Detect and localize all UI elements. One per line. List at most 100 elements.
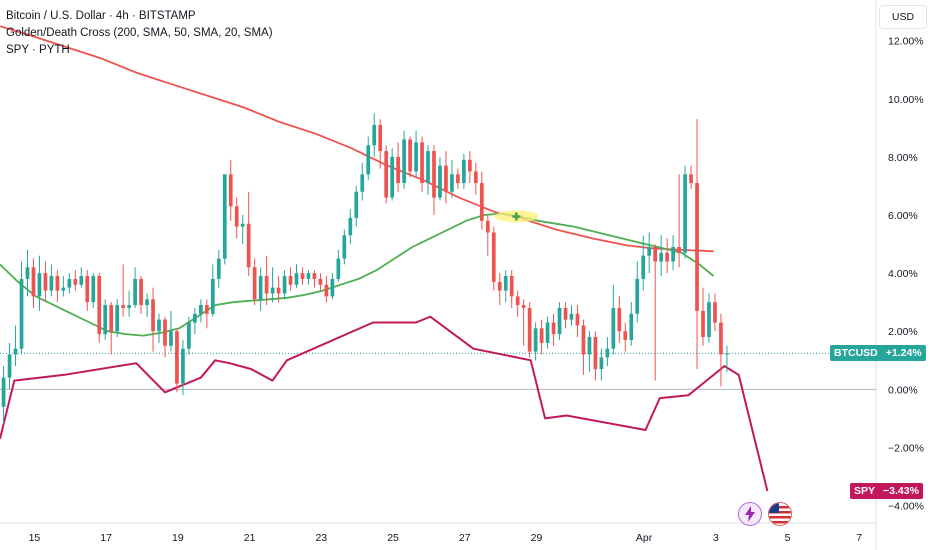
candle-body: [707, 302, 711, 338]
candle-body: [569, 313, 574, 320]
candle-body: [300, 273, 305, 279]
chart-legend: Bitcoin / U.S. Dollar · 4h · BITSTAMP Go…: [6, 8, 273, 59]
candle-body: [623, 331, 628, 340]
x-tick-label: 21: [244, 532, 256, 544]
y-tick-label: −4.00%: [888, 501, 924, 513]
candle-body: [157, 319, 161, 332]
candle-body: [629, 313, 634, 340]
candle-body: [169, 331, 173, 346]
candle-body: [372, 124, 377, 146]
candle-body: [659, 252, 664, 262]
candle-body: [432, 151, 436, 198]
candle-body: [635, 278, 640, 314]
candle-body: [701, 310, 705, 338]
candle-body: [533, 328, 538, 352]
candle-body: [384, 151, 389, 198]
x-tick-label: 15: [29, 532, 41, 544]
candle-body: [450, 174, 454, 192]
candle-body: [67, 278, 72, 288]
candle-body: [587, 337, 592, 355]
candle-body: [216, 258, 221, 279]
currency-selector[interactable]: USD: [879, 5, 927, 29]
x-tick-label: Apr: [636, 532, 653, 544]
spy-tag-symbol: SPY: [854, 485, 876, 498]
candle-body: [55, 276, 60, 291]
candle-body: [485, 220, 490, 233]
candle-body: [396, 156, 400, 184]
indicator-title[interactable]: Golden/Death Cross (200, SMA, 50, SMA, 2…: [6, 27, 273, 39]
candle-body: [246, 223, 251, 268]
candle-body: [515, 296, 520, 306]
candle-body: [641, 255, 646, 279]
candle-body: [85, 276, 90, 303]
candle-body: [390, 156, 395, 198]
candle-body: [521, 305, 526, 308]
candle-body: [330, 278, 335, 297]
candle-body: [276, 287, 281, 294]
candle-body: [378, 124, 383, 152]
x-tick-label: 29: [531, 532, 543, 544]
candle-body: [426, 151, 430, 184]
candle-body: [97, 276, 102, 335]
candle-body: [121, 305, 125, 308]
candle-body: [539, 328, 544, 343]
y-tick-label: 12.00%: [888, 36, 924, 48]
x-tick-label: 3: [713, 532, 719, 544]
x-tick-label: 17: [100, 532, 112, 544]
candle-body: [193, 313, 197, 323]
candle-body: [420, 142, 424, 184]
candle-body: [605, 348, 610, 358]
candle-body: [282, 276, 287, 294]
candle-body: [408, 139, 412, 172]
candle-body: [366, 145, 371, 175]
us-flag-event-icon[interactable]: [768, 502, 792, 526]
candle-body: [103, 305, 108, 335]
candle-body: [109, 305, 114, 332]
candle-body: [677, 246, 681, 253]
btcusd-tag-value: +1.24%: [885, 347, 922, 360]
compare-symbol-title[interactable]: SPY · PYTH: [6, 44, 70, 56]
candle-body: [79, 276, 84, 285]
candle-body: [527, 307, 532, 352]
candle-body: [264, 276, 269, 294]
candle-body: [37, 273, 42, 297]
candle-body: [497, 281, 502, 291]
candle-body: [611, 307, 616, 349]
candle-body: [342, 235, 347, 259]
candle-body: [318, 278, 323, 285]
candle-body: [210, 278, 215, 314]
candle-body: [509, 276, 514, 297]
candle-body: [145, 299, 149, 306]
candle-body: [127, 305, 131, 308]
candle-body: [545, 322, 550, 343]
candle-body: [360, 174, 365, 192]
candle-body: [551, 322, 556, 335]
lightning-event-icon[interactable]: [738, 502, 762, 526]
y-tick-label: 8.00%: [888, 152, 918, 164]
candle-body: [503, 276, 508, 291]
candle-body: [252, 267, 257, 300]
x-tick-label: 5: [785, 532, 791, 544]
candle-body: [204, 305, 209, 314]
candle-body: [175, 331, 179, 384]
candle-body: [473, 171, 478, 184]
candle-body: [228, 174, 233, 207]
candle-body: [689, 174, 693, 184]
x-tick-label: 25: [387, 532, 399, 544]
candle-body: [725, 353, 729, 355]
symbol-title[interactable]: Bitcoin / U.S. Dollar · 4h · BITSTAMP: [6, 10, 196, 22]
candle-body: [563, 307, 568, 320]
candle-body: [557, 307, 562, 335]
candle-body: [683, 174, 687, 253]
candle-body: [19, 278, 24, 349]
candle-body: [151, 299, 155, 332]
candle-body: [665, 252, 669, 262]
y-tick-label: 6.00%: [888, 210, 918, 222]
candle-body: [402, 139, 406, 184]
candle-body: [49, 276, 54, 291]
candle-body: [73, 278, 78, 285]
candle-body: [187, 322, 191, 349]
x-tick-label: 7: [856, 532, 862, 544]
spy-tag-value: −3.43%: [883, 485, 919, 498]
